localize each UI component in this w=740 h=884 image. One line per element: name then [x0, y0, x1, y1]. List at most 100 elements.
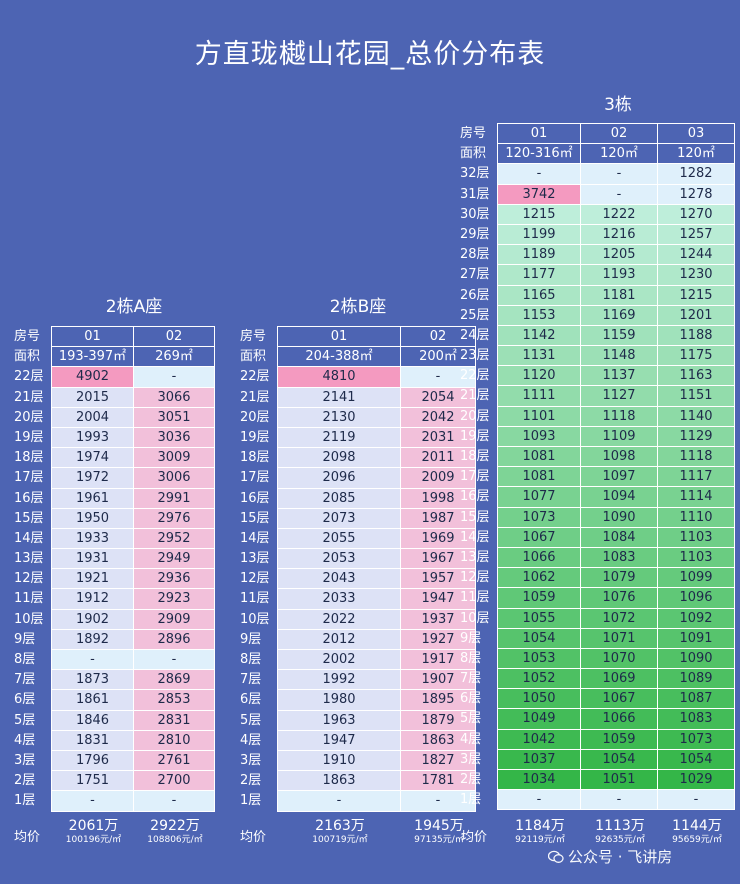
unit-header: 02: [580, 123, 658, 145]
price-cell: 1083: [580, 546, 658, 569]
header-row-area: 面积 120-316㎡ 120㎡ 120㎡: [458, 143, 735, 165]
price-cell: 1059: [580, 728, 658, 750]
table-row: 20层 2130 2042: [238, 406, 476, 428]
floor-label: 20层: [460, 408, 490, 424]
price-cell: 1205: [580, 244, 658, 266]
price-cell: 2700: [133, 770, 215, 792]
price-cell: -: [580, 163, 658, 185]
price-cell: 1188: [657, 324, 735, 347]
price-cell: 2952: [133, 527, 215, 550]
table-row: 26层 1165 1181 1215: [458, 284, 735, 306]
floor-label: 12层: [14, 571, 44, 587]
price-cell: 1933: [51, 527, 134, 550]
room-label: 房号: [460, 126, 487, 141]
avg-unit-price: 108806元/㎡: [147, 835, 203, 845]
avg-label-a: 均价: [14, 830, 41, 845]
table-row: 13层 1066 1083 1103: [458, 546, 735, 569]
price-cell: 2976: [133, 507, 215, 529]
table-row: 9层 2012 1927: [238, 628, 476, 650]
floor-label: 18层: [14, 450, 44, 466]
floor-label: 9层: [240, 631, 262, 647]
table-row: 5层 1846 2831: [12, 709, 215, 731]
price-cell: 1992: [277, 669, 401, 691]
floor-label: 8层: [240, 652, 262, 667]
price-cell: 1042: [497, 728, 581, 750]
table-row: 8层 2002 1917: [238, 649, 476, 671]
price-cell: 1201: [657, 304, 735, 326]
building-b-table: 房号 01 02 面积 204-388㎡ 200㎡ 22层 4810-21层 2141 2054 2…: [238, 326, 476, 812]
price-cell: -: [51, 790, 134, 812]
table-row: 19层 1093 1109 1129: [458, 425, 735, 447]
price-cell: 1120: [497, 365, 581, 387]
watermark-text: 公众号 · 飞讲房: [568, 848, 673, 866]
price-cell: 1103: [657, 526, 735, 548]
table-row: 24层 1142 1159 1188: [458, 324, 735, 347]
floor-label: 16层: [14, 490, 44, 506]
price-cell: -: [133, 649, 215, 671]
table-row: 17层 1972 3006: [12, 467, 215, 489]
price-cell: 1077: [497, 486, 581, 508]
price-cell: 1137: [580, 365, 658, 387]
price-cell: -: [51, 649, 134, 671]
price-cell: 1910: [277, 749, 401, 772]
floor-label: 22层: [14, 369, 44, 385]
table-row: 19层 1993 3036: [12, 426, 215, 449]
table-row: 13层 1931 2949: [12, 548, 215, 570]
price-cell: 1093: [497, 425, 581, 447]
floor-label: 9层: [14, 631, 36, 647]
price-cell: 2923: [133, 588, 215, 610]
price-cell: 1282: [657, 163, 735, 185]
avg-total: 2922万: [150, 818, 200, 834]
price-cell: 2073: [277, 507, 401, 529]
table-row: 22层 4902-: [12, 366, 215, 388]
floor-label: 7层: [14, 672, 36, 688]
price-cell: 2042: [400, 406, 476, 428]
table-row: 16层 1961 2991: [12, 487, 215, 509]
building-a-table: 房号 01 02 面积 193-397㎡ 269㎡ 22层 4902-21层 2015 3066 2…: [12, 326, 215, 812]
floor-label: 4层: [460, 731, 482, 747]
price-cell: 1907: [400, 669, 476, 691]
price-cell: 1029: [657, 769, 735, 791]
price-cell: 1193: [580, 264, 658, 286]
price-cell: 1071: [580, 627, 658, 649]
price-cell: 1215: [657, 284, 735, 306]
price-cell: 2002: [277, 649, 401, 671]
price-cell: 1751: [51, 770, 134, 792]
price-cell: 1961: [51, 487, 134, 509]
price-cell: 1998: [400, 487, 476, 509]
avg-label-3: 均价: [461, 830, 488, 845]
price-cell: 1972: [51, 467, 134, 489]
floor-label: 3层: [14, 752, 36, 768]
table-row: 17层 1081 1097 1117: [458, 466, 735, 488]
price-cell: 1051: [580, 769, 658, 791]
avg-price: 1144万 95659元/㎡: [658, 818, 736, 846]
price-cell: 2004: [51, 406, 134, 428]
price-cell: 1861: [51, 689, 134, 711]
price-cell: 1163: [657, 365, 735, 387]
table-row: 8层 - -: [12, 649, 215, 671]
room-label: 房号: [14, 329, 41, 344]
floor-label: 12层: [460, 570, 490, 586]
price-cell: 1863: [277, 770, 401, 792]
floor-label: 16层: [240, 490, 270, 506]
floor-label: 24层: [460, 327, 490, 343]
table-row: 21层 1111 1127 1151: [458, 385, 735, 407]
table-row: 1层 - - -: [458, 789, 735, 811]
price-cell: 1054: [580, 748, 658, 770]
table-row: 15层 1950 2976: [12, 507, 215, 529]
floor-label: 26层: [460, 287, 490, 303]
area-header: 120㎡: [580, 143, 658, 165]
price-cell: 1052: [497, 668, 581, 690]
avg-unit-price: 97135元/㎡: [414, 835, 464, 845]
price-cell: 1159: [580, 324, 658, 347]
avg-price: 1184万 92119元/㎡: [498, 818, 582, 846]
price-cell: 1917: [400, 649, 476, 671]
price-cell: 1257: [657, 223, 735, 246]
floor-label: 25层: [460, 307, 490, 323]
price-cell: 1993: [51, 426, 134, 449]
table-row: 7层 1052 1069 1089: [458, 668, 735, 690]
price-cell: 2015: [51, 386, 134, 408]
price-cell: 1066: [497, 546, 581, 569]
floor-label: 17层: [240, 470, 270, 486]
floor-label: 20层: [14, 409, 44, 425]
